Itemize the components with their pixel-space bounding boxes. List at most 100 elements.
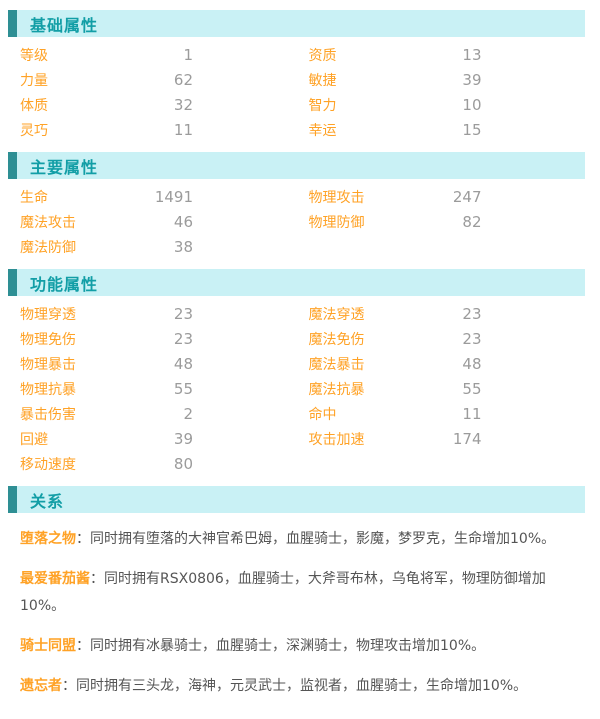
stat-cell: 魔法暴击 48 — [297, 351, 586, 376]
section-header: 主要属性 — [8, 152, 585, 179]
stat-value: 48 — [462, 354, 482, 373]
stat-label: 物理穿透 — [20, 306, 76, 323]
stat-cell: 灵巧 11 — [8, 117, 297, 142]
stat-value: 55 — [462, 379, 482, 398]
stat-cell: 资质 13 — [297, 42, 586, 67]
section-relations: 关系 堕落之物：同时拥有堕落的大神官希巴姆，血腥骑士，影魔，梦罗克，生命增加10… — [8, 486, 585, 700]
stat-cell: 生命 1491 — [8, 184, 297, 209]
section-function-attributes: 功能属性 物理穿透 23 魔法穿透 23 物理免伤 23 魔法免伤 23 物理暴击 48 … — [8, 269, 585, 478]
stat-cell: 智力 10 — [297, 92, 586, 117]
section-title: 关系 — [30, 491, 65, 511]
stat-label: 魔法攻击 — [20, 214, 76, 231]
stat-value: 13 — [462, 45, 482, 64]
stat-cell: 体质 32 — [8, 92, 297, 117]
stat-value: 174 — [452, 429, 482, 448]
stat-value: 46 — [173, 212, 193, 231]
stat-value: 1 — [183, 45, 193, 64]
section-header: 功能属性 — [8, 269, 585, 296]
stat-value: 23 — [462, 304, 482, 323]
stat-value: 11 — [462, 404, 482, 423]
stat-value: 15 — [462, 120, 482, 139]
stat-label: 灵巧 — [20, 122, 48, 139]
section-basic-attributes: 基础属性 等级 1 资质 13 力量 62 敏捷 39 体质 32 智力 10 灵巧 11 幸… — [8, 10, 585, 144]
stat-value: 11 — [173, 120, 193, 139]
stat-cell: 物理防御 82 — [297, 209, 586, 234]
stat-label: 命中 — [308, 406, 337, 423]
stat-value: 2 — [183, 404, 193, 423]
stat-value: 80 — [173, 454, 193, 473]
relation-label: 遗忘者 — [20, 678, 62, 694]
stat-value: 247 — [452, 187, 482, 206]
stat-cell: 物理暴击 48 — [8, 351, 297, 376]
stat-value: 38 — [173, 237, 193, 256]
stat-label: 魔法抗暴 — [308, 381, 365, 398]
relation-item: 堕落之物：同时拥有堕落的大神官希巴姆，血腥骑士，影魔，梦罗克，生命增加10%。 — [8, 526, 585, 553]
stat-cell: 魔法攻击 46 — [8, 209, 297, 234]
relation-item: 骑士同盟：同时拥有冰暴骑士，血腥骑士，深渊骑士，物理攻击增加10%。 — [8, 633, 585, 660]
stat-cell: 物理抗暴 55 — [8, 376, 297, 401]
section-title: 基础属性 — [30, 15, 99, 35]
stat-label: 幸运 — [308, 122, 337, 139]
stat-cell: 魔法抗暴 55 — [297, 376, 586, 401]
relation-label: 骑士同盟 — [20, 638, 76, 654]
stat-cell: 物理免伤 23 — [8, 326, 297, 351]
stat-label: 魔法穿透 — [308, 306, 365, 323]
section-header: 基础属性 — [8, 10, 585, 37]
stat-cell: 物理穿透 23 — [8, 301, 297, 326]
stat-value: 23 — [173, 329, 193, 348]
stat-cell: 力量 62 — [8, 67, 297, 92]
section-title: 功能属性 — [30, 274, 99, 294]
stat-value: 48 — [173, 354, 193, 373]
stat-label: 物理防御 — [308, 214, 365, 231]
stat-value: 10 — [462, 95, 482, 114]
stat-cell: 魔法免伤 23 — [297, 326, 586, 351]
stat-label: 资质 — [308, 47, 337, 64]
stat-label: 等级 — [20, 47, 48, 64]
stat-label: 力量 — [20, 72, 48, 89]
stat-value: 82 — [462, 212, 482, 231]
relation-item: 最爱番茄酱：同时拥有RSX0806，血腥骑士，大斧哥布林，乌龟将军，物理防御增加… — [8, 566, 585, 620]
stat-cell: 移动速度 80 — [8, 451, 297, 476]
relation-text: ：同时拥有三头龙，海神，元灵武士，监视者，血腥骑士，生命增加10%。 — [62, 678, 528, 694]
section-header: 关系 — [8, 486, 585, 513]
stat-cell: 幸运 15 — [297, 117, 586, 142]
stat-cell: 魔法穿透 23 — [297, 301, 586, 326]
stat-label: 魔法暴击 — [308, 356, 365, 373]
stat-label: 智力 — [308, 97, 337, 114]
stat-label: 魔法免伤 — [308, 331, 365, 348]
stat-cell: 物理攻击 247 — [297, 184, 586, 209]
stat-cell: 攻击加速 174 — [297, 426, 586, 451]
stat-grid: 等级 1 资质 13 力量 62 敏捷 39 体质 32 智力 10 灵巧 11 幸运 15 — [8, 37, 585, 144]
stat-label: 暴击伤害 — [20, 406, 76, 423]
stat-label: 魔法防御 — [20, 239, 76, 256]
section-title: 主要属性 — [30, 157, 99, 177]
stat-label: 敏捷 — [308, 72, 337, 89]
stat-label: 生命 — [20, 189, 48, 206]
stat-value: 23 — [462, 329, 482, 348]
stat-label: 物理免伤 — [20, 331, 76, 348]
stat-label: 移动速度 — [20, 456, 76, 473]
relation-text: ：同时拥有堕落的大神官希巴姆，血腥骑士，影魔，梦罗克，生命增加10%。 — [76, 531, 556, 547]
relation-label: 最爱番茄酱 — [20, 571, 90, 587]
stat-value: 1491 — [154, 187, 193, 206]
stat-value: 62 — [173, 70, 193, 89]
stat-cell: 魔法防御 38 — [8, 234, 297, 259]
stat-cell: 敏捷 39 — [297, 67, 586, 92]
stat-label: 物理暴击 — [20, 356, 76, 373]
stat-value: 55 — [173, 379, 193, 398]
stat-label: 体质 — [20, 97, 48, 114]
stat-value: 39 — [173, 429, 193, 448]
section-main-attributes: 主要属性 生命 1491 物理攻击 247 魔法攻击 46 物理防御 82 魔法防御 38 — [8, 152, 585, 261]
relation-label: 堕落之物 — [20, 531, 76, 547]
stat-grid: 生命 1491 物理攻击 247 魔法攻击 46 物理防御 82 魔法防御 38 — [8, 179, 585, 261]
stat-label: 回避 — [20, 431, 48, 448]
stat-value: 23 — [173, 304, 193, 323]
relation-text: ：同时拥有冰暴骑士，血腥骑士，深渊骑士，物理攻击增加10%。 — [76, 638, 486, 654]
relation-text: ：同时拥有RSX0806，血腥骑士，大斧哥布林，乌龟将军，物理防御增加10%。 — [20, 571, 546, 614]
stat-label: 攻击加速 — [308, 431, 365, 448]
stat-cell: 等级 1 — [8, 42, 297, 67]
stat-label: 物理攻击 — [308, 189, 365, 206]
stat-label: 物理抗暴 — [20, 381, 76, 398]
stat-grid: 物理穿透 23 魔法穿透 23 物理免伤 23 魔法免伤 23 物理暴击 48 魔法暴击 4… — [8, 296, 585, 478]
stat-value: 39 — [462, 70, 482, 89]
